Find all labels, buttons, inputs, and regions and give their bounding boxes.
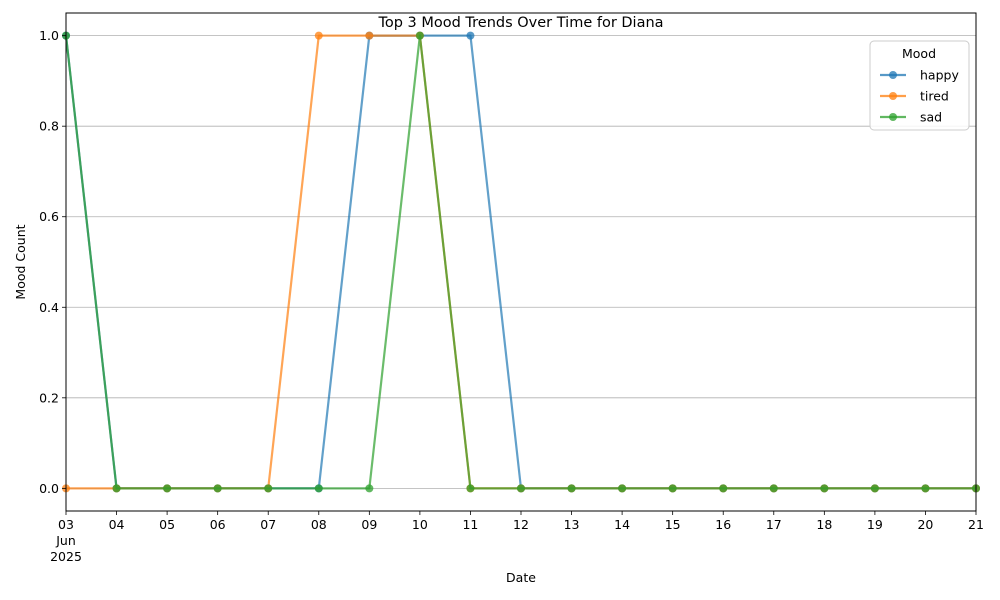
x-tick-label: 04	[109, 517, 125, 532]
legend-marker-tired	[889, 92, 897, 100]
legend-marker-sad	[889, 113, 897, 121]
data-point-sad	[870, 484, 879, 493]
data-point-sad	[163, 484, 172, 493]
data-point-sad	[314, 484, 323, 493]
series-line-tired	[66, 34, 976, 490]
series-line-happy	[64, 34, 976, 490]
x-axis-label: Date	[506, 570, 536, 585]
x-tick-label: 17	[766, 517, 782, 532]
data-point-tired	[314, 31, 323, 40]
chart-title: Top 3 Mood Trends Over Time for Diana	[377, 15, 663, 31]
x-year-label: 2025	[50, 549, 82, 564]
data-point-sad	[517, 484, 525, 493]
data-point-sad	[415, 31, 424, 40]
legend-label-happy: happy	[920, 68, 959, 83]
series-line-sad	[64, 34, 976, 490]
x-tick-label: 05	[159, 517, 175, 532]
plot-frame	[65, 12, 977, 512]
x-tick-label: 20	[917, 517, 933, 532]
x-tick-label: 13	[564, 517, 580, 532]
y-axis: 0.0 0.2 0.4 0.6 0.8 1.0	[39, 28, 66, 496]
x-tick-label: 06	[210, 517, 226, 532]
x-axis: 03 04 05 06 07 08 09 10 11 12 13 14 15 16 17 18 19 20 21 Ju…	[50, 511, 984, 564]
x-tick-label: 09	[361, 517, 377, 532]
x-month-label: Jun	[55, 533, 76, 548]
x-tick-label: 21	[968, 517, 984, 532]
y-tick-label: 0.6	[39, 209, 59, 224]
y-tick-label: 0.2	[39, 390, 59, 405]
legend-marker-happy	[889, 71, 897, 79]
x-tick-label: 15	[665, 517, 681, 532]
data-point-sad	[719, 484, 728, 493]
y-tick-label: 0.4	[39, 300, 59, 315]
data-point-sad	[567, 484, 576, 493]
data-point-happy	[466, 31, 475, 40]
y-tick-label: 1.0	[39, 28, 59, 43]
series-group	[62, 31, 980, 493]
data-point-sad	[213, 484, 222, 493]
legend-title: Mood	[902, 46, 936, 61]
data-point-sad	[921, 484, 930, 493]
data-point-tired	[365, 31, 374, 40]
x-tick-label: 18	[816, 517, 832, 532]
data-point-sad	[769, 484, 778, 493]
data-point-sad	[112, 484, 121, 493]
y-tick-label: 0.8	[39, 119, 59, 134]
data-point-sad	[668, 484, 677, 493]
legend-box	[869, 40, 970, 131]
legend-label-tired: tired	[920, 89, 949, 104]
legend: Mood happy tired sad	[869, 40, 970, 131]
y-axis-label: Mood Count	[13, 224, 28, 299]
x-tick-label: 07	[260, 517, 276, 532]
x-tick-label: 10	[412, 517, 428, 532]
x-tick-label: 14	[614, 517, 630, 532]
x-tick-label: 11	[462, 517, 478, 532]
x-tick-label: 03	[58, 517, 74, 532]
data-point-sad	[820, 484, 829, 493]
x-tick-label: 08	[311, 517, 327, 532]
data-point-sad	[264, 484, 273, 493]
x-tick-label: 19	[867, 517, 883, 532]
data-point-sad	[365, 484, 374, 493]
data-point-sad	[618, 484, 627, 493]
grid	[66, 35, 976, 489]
legend-label-sad: sad	[920, 110, 942, 125]
y-tick-label: 0.0	[39, 481, 59, 496]
x-tick-label: 16	[715, 517, 731, 532]
data-point-sad	[466, 484, 475, 493]
x-tick-label: 12	[513, 517, 529, 532]
